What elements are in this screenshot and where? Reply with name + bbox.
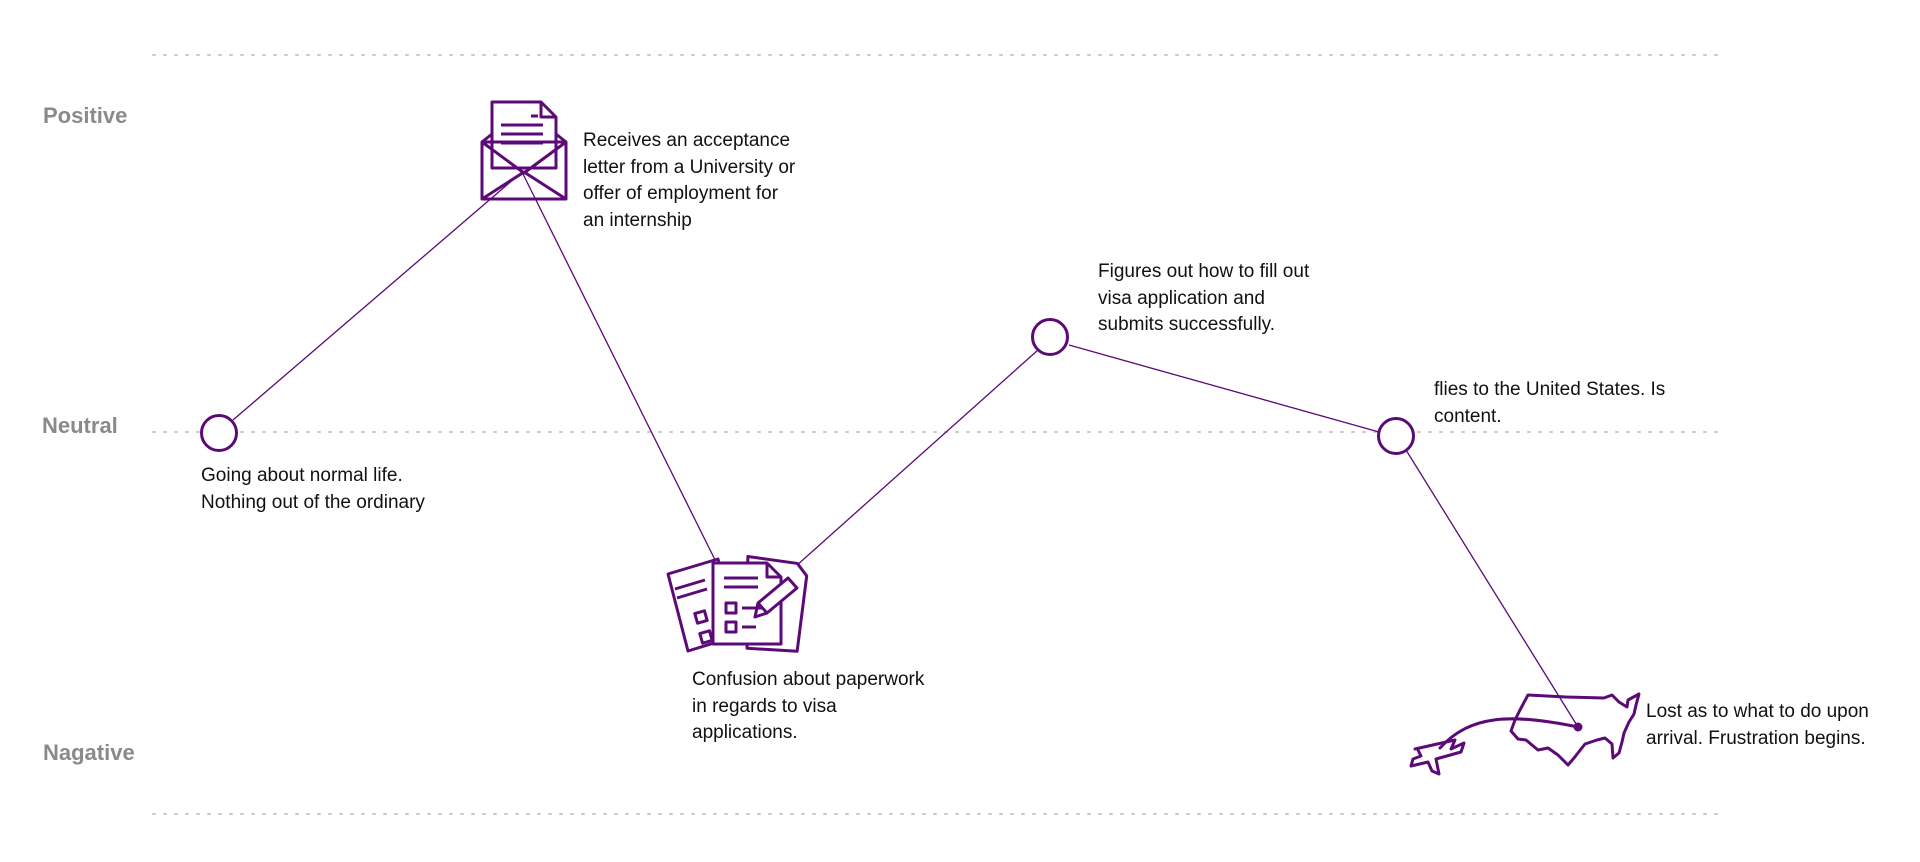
note-line: arrival. Frustration begins. <box>1646 727 1866 749</box>
step-marker-visa-submitted <box>1031 318 1069 356</box>
step-note-paperwork: Confusion about paperwork in regards to … <box>692 667 924 747</box>
connector-flies-to-arrival <box>1405 449 1579 728</box>
paperwork-forms-icon <box>666 554 809 653</box>
connector-acceptance-to-paperwork <box>521 171 739 607</box>
note-line: Lost as to what to do upon <box>1646 701 1869 722</box>
envelope-letter-icon <box>480 100 568 201</box>
level-label-positive: Positive <box>43 103 128 128</box>
step-note-normal-life: Going about normal life. Nothing out of … <box>201 463 425 516</box>
note-line: submits successfully. <box>1098 314 1276 335</box>
note-line: Confusion about paperwork <box>692 669 925 690</box>
step-note-acceptance: Receives an acceptance letter from a Uni… <box>583 128 795 234</box>
note-line: visa application and <box>1098 287 1265 309</box>
journey-path <box>232 171 1579 728</box>
note-line: an internship <box>583 209 692 231</box>
step-marker-normal-life <box>200 414 238 452</box>
note-line: Figures out how to fill out <box>1098 261 1310 282</box>
note-line: applications. <box>692 722 798 743</box>
note-line: Receives an acceptance <box>583 130 791 151</box>
level-label-negative: Nagative <box>43 740 135 765</box>
step-note-visa-submitted: Figures out how to fill out visa applica… <box>1098 259 1309 339</box>
step-marker-flies <box>1377 417 1415 455</box>
connector-normal-to-acceptance <box>232 171 523 421</box>
note-line: in regards to visa <box>692 695 837 717</box>
connector-paperwork-to-visa <box>757 349 1039 601</box>
note-line: letter from a University or <box>583 156 796 178</box>
level-label-neutral: Neutral <box>42 413 118 438</box>
step-note-arrival: Lost as to what to do upon arrival. Frus… <box>1646 699 1869 752</box>
connector-visa-to-flies <box>1068 344 1380 433</box>
step-note-flies: flies to the United States. Is content. <box>1434 377 1665 430</box>
note-line: content. <box>1434 405 1502 427</box>
note-line: Going about normal life. <box>201 465 403 486</box>
note-line: flies to the United States. Is <box>1434 379 1666 400</box>
note-line: Nothing out of the ordinary <box>201 491 425 513</box>
note-line: offer of employment for <box>583 183 779 204</box>
usa-map-airplane-icon <box>1409 692 1641 776</box>
